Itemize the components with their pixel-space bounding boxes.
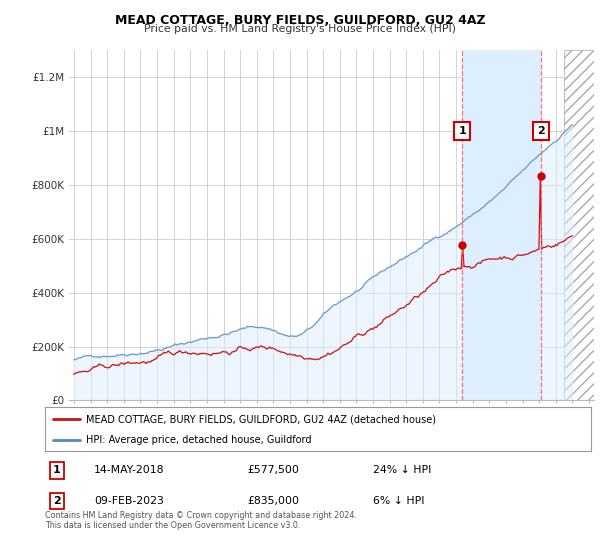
Bar bbox=[564, 50, 594, 400]
Text: MEAD COTTAGE, BURY FIELDS, GUILDFORD, GU2 4AZ (detached house): MEAD COTTAGE, BURY FIELDS, GUILDFORD, GU… bbox=[86, 414, 436, 424]
Text: £577,500: £577,500 bbox=[247, 465, 299, 475]
Text: 6% ↓ HPI: 6% ↓ HPI bbox=[373, 496, 424, 506]
Bar bbox=[564, 50, 594, 400]
Text: Price paid vs. HM Land Registry's House Price Index (HPI): Price paid vs. HM Land Registry's House … bbox=[144, 24, 456, 34]
Text: HPI: Average price, detached house, Guildford: HPI: Average price, detached house, Guil… bbox=[86, 435, 311, 445]
Text: 2: 2 bbox=[53, 496, 61, 506]
Text: 09-FEB-2023: 09-FEB-2023 bbox=[94, 496, 164, 506]
Text: £835,000: £835,000 bbox=[247, 496, 299, 506]
Text: 1: 1 bbox=[458, 126, 466, 136]
Text: Contains HM Land Registry data © Crown copyright and database right 2024.
This d: Contains HM Land Registry data © Crown c… bbox=[45, 511, 357, 530]
Text: 14-MAY-2018: 14-MAY-2018 bbox=[94, 465, 164, 475]
Text: 24% ↓ HPI: 24% ↓ HPI bbox=[373, 465, 431, 475]
Text: 2: 2 bbox=[537, 126, 545, 136]
Bar bbox=[462, 50, 541, 400]
Text: 1: 1 bbox=[53, 465, 61, 475]
Text: MEAD COTTAGE, BURY FIELDS, GUILDFORD, GU2 4AZ: MEAD COTTAGE, BURY FIELDS, GUILDFORD, GU… bbox=[115, 14, 485, 27]
